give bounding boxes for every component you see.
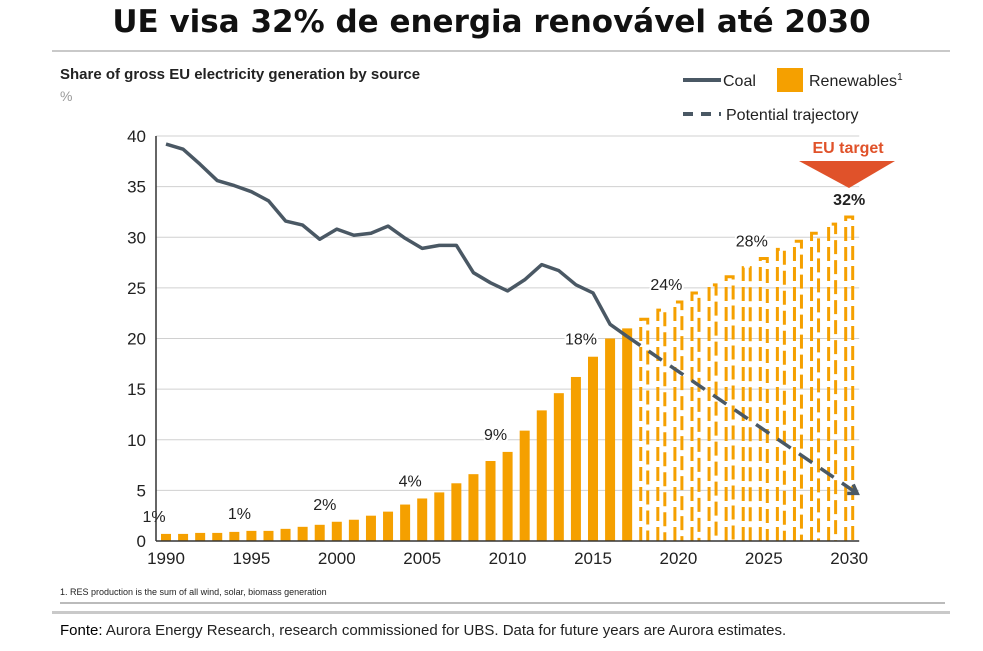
eu-target-marker: EU target	[799, 140, 895, 188]
data-label: 1%	[142, 509, 165, 526]
eu-target-arrow-icon	[799, 161, 895, 188]
renewables-projected-bar	[741, 266, 752, 541]
footnote: 1. RES production is the sum of all wind…	[60, 587, 327, 597]
renewables-bar	[434, 492, 445, 541]
axes	[155, 136, 860, 542]
renewables-projected-bar	[673, 300, 684, 541]
renewables-projected-bar	[758, 257, 769, 541]
legend-renewables-swatch-icon	[777, 68, 803, 92]
renewables-bar	[400, 504, 411, 541]
renewables-projected-bar	[707, 283, 718, 541]
source-note: Fonte: Aurora Energy Research, research …	[60, 622, 786, 639]
renewables-projected-bar	[656, 308, 667, 541]
x-tick-label: 2030	[830, 549, 868, 568]
legend-coal-label: Coal	[723, 73, 756, 90]
renewables-projected-bar	[639, 317, 650, 541]
chart-title: Share of gross EU electricity generation…	[60, 66, 420, 83]
legend-renewables-text: Renewables	[809, 73, 897, 90]
renewables-bar	[588, 356, 598, 541]
renewables-projected-bar	[775, 247, 786, 541]
legend-trajectory-label: Potential trajectory	[726, 107, 859, 124]
renewables-projected-bar	[724, 275, 735, 541]
renewables-bar	[331, 521, 342, 541]
x-tick-label: 2005	[403, 549, 441, 568]
renewables-bar	[570, 376, 581, 541]
page-title: UE visa 32% de energia renovável até 203…	[112, 4, 871, 40]
renewables-bar	[263, 530, 274, 541]
coal-line	[165, 142, 629, 338]
y-tick-label: 10	[127, 431, 146, 450]
renewables-bar	[365, 515, 376, 541]
legend: Coal Renewables1 Potential trajectory	[683, 68, 903, 124]
renewables-projected-bar	[827, 222, 838, 541]
source-label: Fonte:	[60, 622, 103, 639]
renewables-bar	[605, 338, 616, 541]
y-axis-ticks: 0 5 10 15 20 25 30 35 40	[127, 127, 146, 551]
data-label: 4%	[399, 473, 422, 490]
renewables-bar	[246, 530, 257, 541]
renewables-bar	[536, 410, 547, 541]
x-tick-label: 2010	[489, 549, 527, 568]
renewables-bar	[161, 533, 171, 541]
renewables-projected-bar	[810, 231, 821, 541]
renewables-bar	[212, 532, 223, 541]
renewables-bar	[622, 328, 633, 541]
renewables-bar	[502, 451, 513, 541]
renewables-projected-bar	[690, 291, 701, 541]
title-divider	[52, 50, 950, 52]
eu-target-label: EU target	[812, 140, 884, 157]
gridlines	[156, 135, 860, 491]
source-text: Aurora Energy Research, research commiss…	[105, 622, 787, 639]
x-tick-label: 1995	[232, 549, 270, 568]
renewables-bar	[485, 461, 496, 541]
data-label: 24%	[650, 277, 682, 294]
trajectory-line	[626, 335, 859, 495]
source-divider	[52, 611, 950, 614]
renewables-bar	[451, 483, 462, 541]
renewables-bar	[178, 533, 189, 541]
renewables-bars	[161, 215, 855, 541]
chart-unit: %	[60, 88, 72, 104]
y-tick-label: 0	[137, 532, 146, 551]
trajectory-arrowhead	[847, 483, 860, 496]
data-labels: 1% 1% 2% 4% 9% 18% 24% 28% 32%	[140, 190, 867, 528]
renewables-bar	[195, 532, 206, 541]
x-tick-label: 2000	[318, 549, 356, 568]
renewables-bar	[519, 430, 530, 541]
data-label: 28%	[736, 234, 768, 251]
renewables-bar	[417, 498, 428, 541]
renewables-bar	[314, 524, 325, 541]
y-tick-label: 5	[137, 481, 146, 500]
y-tick-label: 20	[127, 330, 146, 349]
data-label: 32%	[833, 192, 865, 209]
legend-renewables-superscript: 1	[897, 72, 903, 83]
data-label: 1%	[228, 506, 251, 523]
renewables-bar	[468, 474, 479, 541]
renewables-bar	[553, 393, 564, 541]
x-axis-ticks: 1990 1995 2000 2005 2010 2015 2020 2025 2030	[147, 549, 868, 568]
renewables-projected-bar	[844, 215, 855, 541]
y-tick-label: 30	[127, 228, 146, 247]
x-tick-label: 2025	[745, 549, 783, 568]
legend-renewables-label: Renewables1	[809, 72, 903, 90]
data-label: 2%	[313, 497, 336, 514]
x-tick-label: 1990	[147, 549, 185, 568]
renewables-bar	[280, 528, 291, 541]
renewables-bar	[348, 519, 359, 541]
y-tick-label: 35	[127, 178, 146, 197]
x-tick-label: 2020	[659, 549, 697, 568]
x-tick-label: 2015	[574, 549, 612, 568]
data-label: 9%	[484, 427, 507, 444]
renewables-bar	[229, 531, 240, 541]
y-tick-label: 15	[127, 380, 146, 399]
y-tick-label: 40	[127, 127, 146, 146]
data-label: 18%	[565, 332, 597, 349]
coal-lines	[165, 142, 860, 496]
renewables-projected-bar	[792, 239, 803, 541]
renewables-bar	[297, 526, 308, 541]
y-tick-label: 25	[127, 279, 146, 298]
renewables-bar	[383, 511, 394, 541]
